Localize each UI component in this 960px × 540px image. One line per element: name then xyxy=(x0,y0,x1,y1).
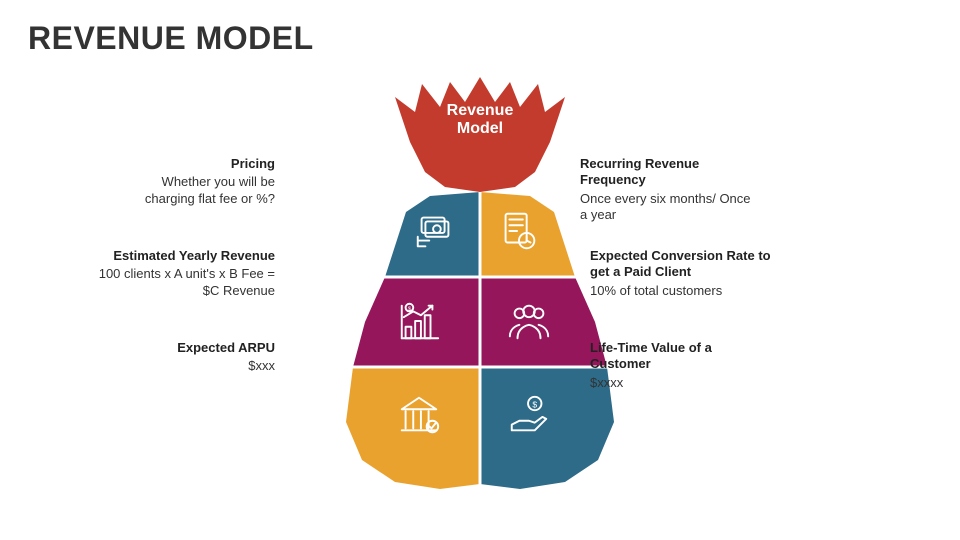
slide: REVENUE MODEL Revenue Model $ xyxy=(0,0,960,540)
label-r1r: Recurring Revenue Frequency Once every s… xyxy=(580,156,760,223)
label-r3r-title: Life-Time Value of a Customer xyxy=(590,340,770,373)
center-l2: Model xyxy=(457,120,503,137)
label-r1r-desc: Once every six months/ Once a year xyxy=(580,191,760,224)
label-r1l-desc: Whether you will be charging flat fee or… xyxy=(115,174,275,207)
label-r1l-title: Pricing xyxy=(115,156,275,172)
bank-icon xyxy=(392,388,446,442)
label-r2r: Expected Conversion Rate to get a Paid C… xyxy=(590,248,780,299)
label-r3l-desc: $xxx xyxy=(115,358,275,374)
label-r2l: Estimated Yearly Revenue 100 clients x A… xyxy=(80,248,275,299)
label-r3l-title: Expected ARPU xyxy=(115,340,275,356)
label-r2l-title: Estimated Yearly Revenue xyxy=(80,248,275,264)
label-r1l: Pricing Whether you will be charging fla… xyxy=(115,156,275,207)
label-r2r-desc: 10% of total customers xyxy=(590,283,780,299)
people-icon xyxy=(502,294,556,348)
label-r3l: Expected ARPU $xxx xyxy=(115,340,275,375)
doc-clock-icon xyxy=(492,204,546,258)
cash-icon xyxy=(408,204,462,258)
page-title: REVENUE MODEL xyxy=(28,20,314,57)
label-r3r: Life-Time Value of a Customer $xxxx xyxy=(590,340,770,391)
label-r1r-title: Recurring Revenue Frequency xyxy=(580,156,760,189)
center-l1: Revenue xyxy=(447,102,514,119)
label-r2l-desc: 100 clients x A unit's x B Fee = $C Reve… xyxy=(80,266,275,299)
svg-text:$: $ xyxy=(532,399,537,409)
chart-icon: $ xyxy=(392,294,446,348)
hand-coin-icon: $ xyxy=(502,388,556,442)
label-r2r-title: Expected Conversion Rate to get a Paid C… xyxy=(590,248,780,281)
label-r3r-desc: $xxxx xyxy=(590,375,770,391)
bag-center-label: Revenue Model xyxy=(280,102,680,139)
